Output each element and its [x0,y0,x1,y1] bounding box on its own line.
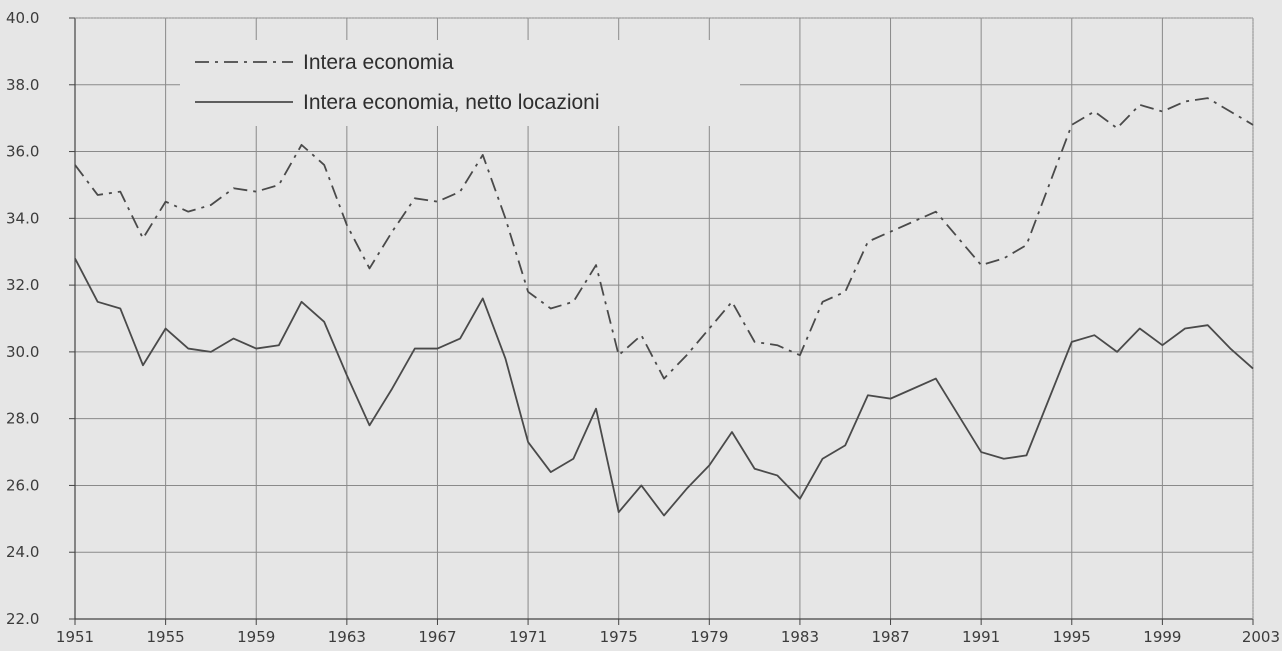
axis-frame [69,17,1254,625]
x-tick-label-2003: 2003 [1242,628,1280,646]
x-tick-label-1979: 1979 [690,628,728,646]
x-tick-label-1951: 1951 [56,628,94,646]
legend-background [180,40,740,126]
y-tick-label-26.0: 26.0 [6,476,39,494]
series-line-1 [74,257,1254,517]
x-tick-label-1963: 1963 [328,628,366,646]
y-tick-label-36.0: 36.0 [6,143,39,161]
legend: Intera economia Intera economia, netto l… [180,40,740,126]
y-tick-label-38.0: 38.0 [6,76,39,94]
y-tick-label-30.0: 30.0 [6,343,39,361]
y-tick-label-34.0: 34.0 [6,209,39,227]
series-line-0 [74,97,1254,380]
series-lines [74,97,1254,517]
legend-label-intera-economia: Intera economia [303,51,454,74]
y-tick-label-22.0: 22.0 [6,610,39,628]
x-tick-label-1983: 1983 [781,628,819,646]
x-tick-label-1987: 1987 [871,628,909,646]
x-tick-label-1955: 1955 [147,628,185,646]
x-tick-label-1995: 1995 [1053,628,1091,646]
y-tick-label-32.0: 32.0 [6,276,39,294]
y-tick-labels: 22.0 24.0 26.0 28.0 30.0 32.0 34.0 36.0 38.0 40.0 [6,9,39,628]
x-tick-label-1959: 1959 [237,628,275,646]
x-tick-label-1999: 1999 [1143,628,1181,646]
y-tick-label-28.0: 28.0 [6,410,39,428]
x-tick-label-1967: 1967 [418,628,456,646]
x-tick-label-1991: 1991 [962,628,1000,646]
y-tick-label-24.0: 24.0 [6,543,39,561]
legend-label-netto-locazioni: Intera economia, netto locazioni [303,91,600,114]
x-tick-label-1975: 1975 [600,628,638,646]
y-tick-label-40.0: 40.0 [6,9,39,27]
x-tick-labels: 1951 1955 1959 1963 1967 1971 1975 1979 1983 1987… [56,628,1280,646]
x-tick-label-1971: 1971 [509,628,547,646]
